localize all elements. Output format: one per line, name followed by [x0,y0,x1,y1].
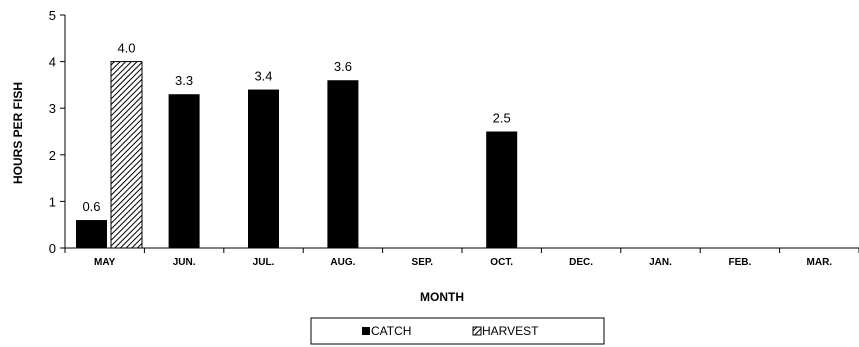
legend-swatch-harvest [472,326,482,336]
y-tick-label: 4 [49,55,56,70]
catch-bar [168,94,200,248]
catch-data-label: 3.3 [175,73,193,88]
x-tick-label: JUL. [253,257,275,268]
catch-bar [248,89,279,248]
legend-label-catch: CATCH [371,324,411,338]
catch-data-label: 2.5 [493,111,511,126]
plot-area: 0 1 2 3 4 5 MAY JUN. JUL. AUG. SEP. OCT. DEC. JAN. FEB… [49,8,859,268]
y-axis-title: HOURS PER FISH [11,82,25,184]
catch-bar [486,131,518,248]
x-axis-title: MONTH [420,290,464,304]
catch-data-label: 3.4 [254,69,272,84]
x-tick-label: MAY [94,257,116,268]
x-tick-label: FEB. [729,257,752,268]
y-tick-label: 3 [49,101,56,116]
x-tick-label: AUG. [330,257,355,268]
legend-label-harvest: HARVEST [482,324,539,338]
catch-bar [76,220,107,248]
catch-bar [327,80,359,249]
x-tick-label: MAR. [807,257,833,268]
legend-box [310,317,605,345]
y-tick-label: 2 [49,148,56,163]
x-tick-label: JUN. [173,257,196,268]
y-tick-label: 5 [49,8,56,23]
harvest-data-label: 4.0 [117,41,135,56]
harvest-bar [110,61,143,249]
y-tick-label: 1 [49,194,56,209]
x-tick-label: DEC. [569,257,593,268]
y-tick-label: 0 [49,241,56,256]
legend-swatch-catch [362,327,370,335]
legend: CATCH HARVEST [310,317,605,345]
x-tick-label: SEP. [412,257,434,268]
catch-data-label: 3.6 [334,59,352,74]
catch-data-label: 0.6 [82,199,100,214]
x-tick-label: OCT. [490,257,513,268]
x-tick-label: JAN. [649,257,672,268]
